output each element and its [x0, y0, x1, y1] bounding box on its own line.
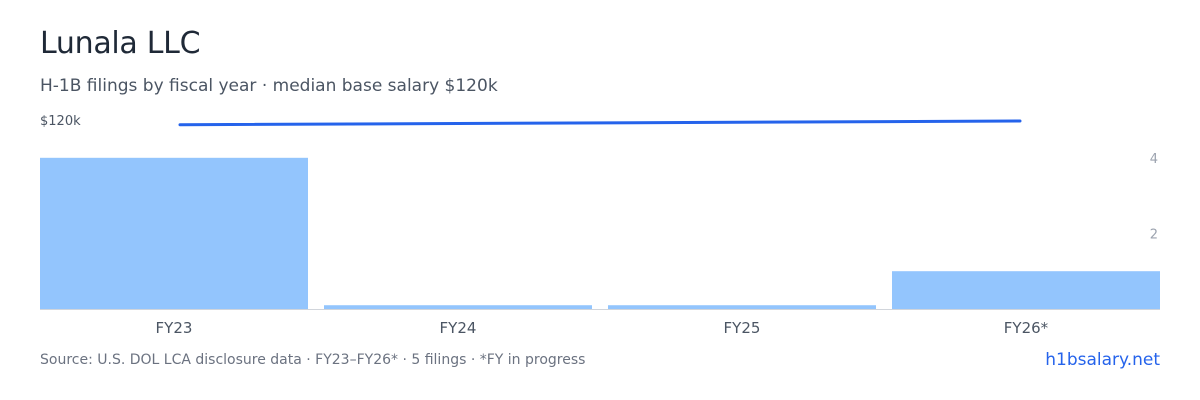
site-link[interactable]: h1bsalary.net	[1045, 350, 1160, 370]
x-tick-label: FY25	[724, 319, 761, 337]
left-axis-tick: $120k	[40, 114, 81, 129]
right-axis-tick: 2	[1150, 227, 1158, 242]
bar-fy24	[324, 305, 592, 309]
bar-fy25	[608, 305, 876, 309]
chart-subtitle: H-1B filings by fiscal year · median bas…	[40, 76, 498, 96]
x-tick-label: FY23	[156, 319, 193, 337]
bar-fy23	[40, 157, 308, 309]
right-axis-tick: 4	[1150, 152, 1158, 167]
chart-area: FY23 FY24 FY25 FY26* 4 2 $120k	[40, 114, 1160, 337]
x-tick-label: FY24	[440, 319, 477, 337]
page-title: Lunala LLC	[40, 26, 201, 61]
source-note: Source: U.S. DOL LCA disclosure data · F…	[40, 352, 586, 368]
salary-line	[178, 119, 1022, 127]
x-tick-label: FY26*	[1004, 319, 1049, 337]
bar-fy26	[892, 271, 1160, 309]
